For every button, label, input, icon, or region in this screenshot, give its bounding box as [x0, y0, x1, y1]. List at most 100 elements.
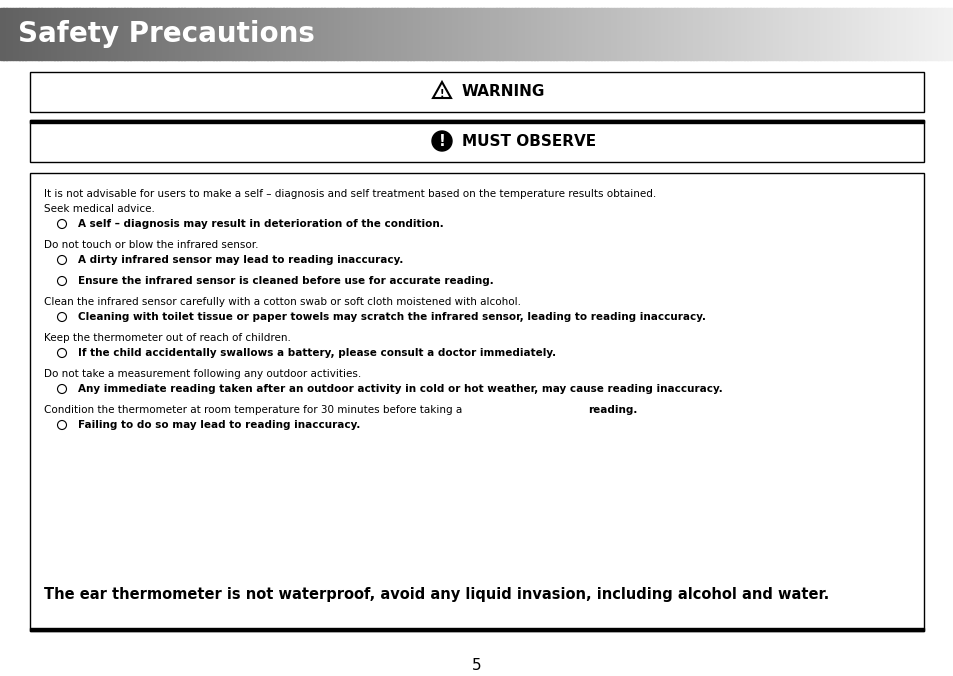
Bar [155, 8, 159, 60]
Bar [89, 8, 92, 60]
Bar [114, 8, 118, 60]
Bar [150, 8, 153, 60]
Text: !: ! [439, 89, 444, 99]
Bar [941, 8, 944, 60]
FancyBboxPatch shape [30, 120, 923, 162]
Bar [451, 8, 455, 60]
Bar [232, 8, 235, 60]
Bar [353, 8, 356, 60]
Bar [902, 8, 906, 60]
Bar [174, 8, 178, 60]
Bar [38, 8, 42, 60]
Bar [270, 8, 274, 60]
Bar [419, 8, 423, 60]
Bar [613, 8, 617, 60]
Bar [651, 8, 655, 60]
Bar [133, 8, 137, 60]
Bar [276, 8, 280, 60]
Bar [476, 8, 480, 60]
Bar [238, 8, 242, 60]
Bar [708, 8, 712, 60]
Bar [877, 8, 881, 60]
Bar [207, 8, 211, 60]
Bar [267, 8, 271, 60]
Bar [445, 8, 449, 60]
Bar [743, 8, 747, 60]
Bar [83, 8, 87, 60]
Bar [343, 8, 347, 60]
Bar [464, 8, 468, 60]
Circle shape [57, 349, 67, 358]
Bar [584, 8, 588, 60]
Bar [260, 8, 264, 60]
Bar [508, 8, 512, 60]
Bar [950, 8, 953, 60]
Bar [553, 8, 557, 60]
Bar [331, 8, 335, 60]
Bar [702, 8, 706, 60]
Bar [86, 8, 90, 60]
Bar [30, 120, 923, 123]
Bar [200, 8, 204, 60]
Bar [858, 8, 862, 60]
Bar [924, 8, 928, 60]
Circle shape [57, 385, 67, 393]
Bar [517, 8, 521, 60]
Bar [721, 8, 725, 60]
Bar [918, 8, 922, 60]
Bar [467, 8, 471, 60]
Bar [305, 8, 309, 60]
Bar [760, 8, 763, 60]
Bar [172, 8, 175, 60]
Bar [76, 8, 80, 60]
Circle shape [57, 220, 67, 228]
Bar [397, 8, 401, 60]
Bar [594, 8, 598, 60]
Bar [498, 8, 502, 60]
Bar [407, 8, 411, 60]
Bar [550, 8, 554, 60]
Text: Ensure the infrared sensor is cleaned before use for accurate reading.: Ensure the infrared sensor is cleaned be… [78, 276, 494, 286]
Text: MUST OBSERVE: MUST OBSERVE [461, 133, 596, 149]
Bar [689, 8, 693, 60]
Bar [203, 8, 207, 60]
Bar [413, 8, 416, 60]
Bar [302, 8, 306, 60]
Bar [460, 8, 464, 60]
Bar [112, 8, 115, 60]
Bar [29, 8, 32, 60]
Bar [127, 8, 131, 60]
Bar [0, 8, 4, 60]
Bar [641, 8, 645, 60]
Bar [660, 8, 664, 60]
Bar [197, 8, 201, 60]
Bar [559, 8, 563, 60]
Bar [457, 8, 461, 60]
Bar [67, 8, 71, 60]
Bar [626, 8, 630, 60]
Bar [848, 8, 852, 60]
Text: 5: 5 [472, 658, 481, 673]
Text: It is not advisable for users to make a self – diagnosis and self treatment base: It is not advisable for users to make a … [44, 189, 656, 199]
Bar [79, 8, 83, 60]
Bar [117, 8, 121, 60]
Bar [279, 8, 283, 60]
Bar [686, 8, 690, 60]
Bar [369, 8, 373, 60]
Text: The ear thermometer is not waterproof, avoid any liquid invasion, including alco: The ear thermometer is not waterproof, a… [44, 587, 828, 602]
Circle shape [57, 256, 67, 264]
Bar [753, 8, 757, 60]
Bar [658, 8, 661, 60]
Bar [394, 8, 397, 60]
Bar [734, 8, 738, 60]
Bar [73, 8, 77, 60]
Bar [289, 8, 293, 60]
Bar [737, 8, 740, 60]
Text: Seek medical advice.: Seek medical advice. [44, 204, 154, 214]
Bar [572, 8, 576, 60]
Bar [489, 8, 493, 60]
Bar [448, 8, 452, 60]
Bar [31, 8, 35, 60]
Bar [636, 8, 639, 60]
Bar [619, 8, 623, 60]
